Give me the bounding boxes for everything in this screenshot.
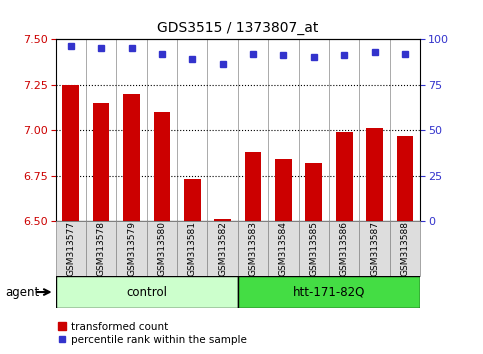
Text: GSM313580: GSM313580: [157, 221, 167, 276]
Text: GSM313583: GSM313583: [249, 221, 257, 276]
Legend: transformed count, percentile rank within the sample: transformed count, percentile rank withi…: [54, 317, 251, 349]
Bar: [93, 103, 110, 221]
Text: GSM313582: GSM313582: [218, 221, 227, 276]
Bar: [62, 85, 79, 221]
Text: GSM313581: GSM313581: [188, 221, 197, 276]
Bar: [86, 221, 116, 276]
Bar: [329, 221, 359, 276]
Bar: [116, 221, 147, 276]
Text: htt-171-82Q: htt-171-82Q: [293, 286, 365, 298]
Bar: [268, 221, 298, 276]
Bar: [298, 221, 329, 276]
Bar: [147, 221, 177, 276]
Bar: [123, 93, 140, 221]
Bar: [336, 132, 353, 221]
Bar: [275, 159, 292, 221]
Text: GSM313587: GSM313587: [370, 221, 379, 276]
Bar: [397, 136, 413, 221]
Bar: [56, 276, 238, 308]
Bar: [56, 221, 86, 276]
Bar: [359, 221, 390, 276]
Bar: [154, 112, 170, 221]
Bar: [245, 152, 261, 221]
Text: GSM313578: GSM313578: [97, 221, 106, 276]
Bar: [305, 163, 322, 221]
Text: control: control: [126, 286, 167, 298]
Bar: [177, 221, 208, 276]
Bar: [366, 128, 383, 221]
Text: agent: agent: [5, 286, 39, 298]
Bar: [390, 221, 420, 276]
Bar: [238, 276, 420, 308]
Text: GSM313586: GSM313586: [340, 221, 349, 276]
Text: GSM313584: GSM313584: [279, 221, 288, 276]
Bar: [184, 179, 200, 221]
Title: GDS3515 / 1373807_at: GDS3515 / 1373807_at: [157, 21, 319, 35]
Bar: [238, 221, 268, 276]
Text: GSM313585: GSM313585: [309, 221, 318, 276]
Bar: [214, 219, 231, 221]
Text: GSM313588: GSM313588: [400, 221, 410, 276]
Text: GSM313577: GSM313577: [66, 221, 75, 276]
Bar: [208, 221, 238, 276]
Text: GSM313579: GSM313579: [127, 221, 136, 276]
